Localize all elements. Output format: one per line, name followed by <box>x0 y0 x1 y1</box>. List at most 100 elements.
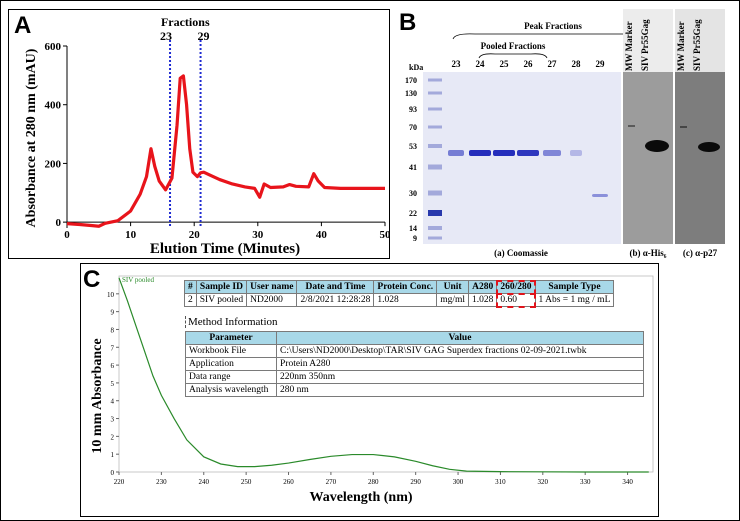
header-cell-ratio: 260/280 <box>495 279 537 295</box>
protein-band <box>570 150 582 156</box>
blot-lane-label: SIV Pr55Gag <box>640 19 650 71</box>
header-cell: Date and Time <box>296 280 375 294</box>
blot-lane-label: SIV Pr55Gag <box>692 19 702 71</box>
sample-table: # Sample ID User name Date and Time Prot… <box>184 279 615 308</box>
cell: 1.028 <box>373 293 438 307</box>
legend-label: SIV pooled <box>122 276 154 284</box>
marker-band <box>428 236 442 240</box>
x-axis-label: Wavelength (nm) <box>309 490 412 505</box>
x-tick-label: 340 <box>622 478 633 486</box>
method-table-header: Parameter Value <box>185 331 644 345</box>
x-tick-label: 0 <box>64 229 70 241</box>
y-axis-label: Absorbance at 280 nm (mAU) <box>24 48 39 227</box>
cell: Protein A280 <box>276 357 644 371</box>
panel-b-letter: B <box>399 9 417 36</box>
protein-band <box>592 194 608 197</box>
marker-label: 93 <box>409 105 417 114</box>
cell: 1.028 <box>467 293 498 307</box>
spectrum-chart: 0 1 2 3 4 5 6 7 8 9 10 220 230 240 250 260 270 280 290 300 3… <box>90 275 654 505</box>
y-tick-label: 2 <box>111 433 115 441</box>
y-tick-label: 4 <box>111 398 115 406</box>
marker-band <box>428 125 442 129</box>
x-tick-label: 310 <box>495 478 506 486</box>
cell: SIV pooled <box>195 293 248 307</box>
panel-a-letter: A <box>14 12 32 39</box>
marker-band <box>428 226 442 230</box>
lane-label: 29 <box>596 59 606 69</box>
pooled-bracket <box>478 53 548 59</box>
y-tick-label: 600 <box>45 41 62 53</box>
blot-lane-label: MW Marker <box>624 21 634 71</box>
blot-p27 <box>675 72 725 244</box>
cell: ND2000 <box>246 293 298 307</box>
marker-band <box>428 78 442 82</box>
gel-figure: Peak Fractions Pooled Fractions kDa 170 130 9… <box>405 9 725 258</box>
x-tick-label: 230 <box>156 478 167 486</box>
x-tick-label: 50 <box>380 229 390 241</box>
header-cell: Protein Conc. <box>373 280 438 294</box>
y-tick-label: 400 <box>45 100 62 112</box>
protein-band <box>448 150 464 156</box>
x-tick-label: 300 <box>453 478 464 486</box>
kda-label: kDa <box>409 63 423 72</box>
sample-table-header: # Sample ID User name Date and Time Prot… <box>184 279 615 295</box>
cell: mg/ml <box>436 293 469 307</box>
blot-his <box>623 72 673 244</box>
cell: Analysis wavelength <box>185 383 277 397</box>
marker-label: 22 <box>409 209 417 218</box>
marker-label: 170 <box>405 76 417 85</box>
cell: Application <box>185 357 277 371</box>
protein-band <box>517 150 539 156</box>
y-tick-label: 7 <box>111 344 115 352</box>
fractions-label: Fractions <box>161 15 210 29</box>
his-blot-band <box>645 140 669 152</box>
header-cell: # <box>184 280 197 294</box>
method-title: Method Information <box>185 316 278 328</box>
marker-band <box>428 91 442 95</box>
cell: 220nm 350nm <box>276 370 644 384</box>
lane-label: 27 <box>548 59 558 69</box>
header-cell: Sample Type <box>534 280 615 294</box>
lane-label: 23 <box>452 59 462 69</box>
blot-p27-header <box>675 9 725 72</box>
x-tick-label: 280 <box>368 478 379 486</box>
y-tick-label: 8 <box>111 326 115 334</box>
cell: 2/8/2021 12:28:28 <box>296 293 375 307</box>
header-cell: Sample ID <box>195 280 248 294</box>
blot-his-header <box>623 9 673 72</box>
table-row: Workbook File C:\Users\ND2000\Desktop\TAR… <box>185 344 644 358</box>
x-tick-label: 40 <box>316 229 328 241</box>
y-tick-label: 200 <box>45 158 62 170</box>
panel-c-letter: C <box>83 266 101 293</box>
peak-fractions-label: Peak Fractions <box>524 21 582 31</box>
method-table: Parameter Value Workbook File C:\Users\ND… <box>185 331 644 397</box>
header-cell: Unit <box>436 280 469 294</box>
blot-lane-label: MW Marker <box>676 21 686 71</box>
plot-area <box>118 275 654 473</box>
cell: 1 Abs = 1 mg / mL <box>534 293 615 307</box>
marker-band <box>428 210 442 216</box>
x-tick-label: 20 <box>189 229 201 241</box>
x-tick-label: 240 <box>199 478 210 486</box>
header-cell: Value <box>276 331 644 345</box>
marker-label: 70 <box>409 123 417 132</box>
y-tick-label: 0 <box>56 217 62 229</box>
table-row: 2 SIV pooled ND2000 2/8/2021 12:28:28 1.… <box>184 292 615 308</box>
x-tick-label: 10 <box>125 229 137 241</box>
cell: Workbook File <box>185 344 277 358</box>
cell-ratio: 0.60 <box>495 292 537 308</box>
fraction-start-label: 23 <box>160 29 172 43</box>
marker-band <box>428 190 442 196</box>
elution-chart: 0 200 400 600 0 10 20 30 40 50 Elution Time (Minut… <box>24 15 391 257</box>
absorbance-trace <box>66 74 385 228</box>
panel-c: C 0 1 2 3 4 5 6 7 8 9 10 220 230 240 250 260 270 280 290 30… <box>80 263 659 517</box>
x-tick-label: 320 <box>538 478 549 486</box>
cell: 2 <box>184 293 197 307</box>
protein-band <box>493 150 515 156</box>
y-axis-label: 10 mm Absorbance <box>90 338 105 453</box>
x-tick-label: 290 <box>410 478 421 486</box>
p27-blot-band <box>698 142 720 152</box>
marker-band <box>428 107 442 111</box>
protein-band <box>469 150 491 156</box>
caption-coomassie: (a) Coomassie <box>494 248 548 258</box>
